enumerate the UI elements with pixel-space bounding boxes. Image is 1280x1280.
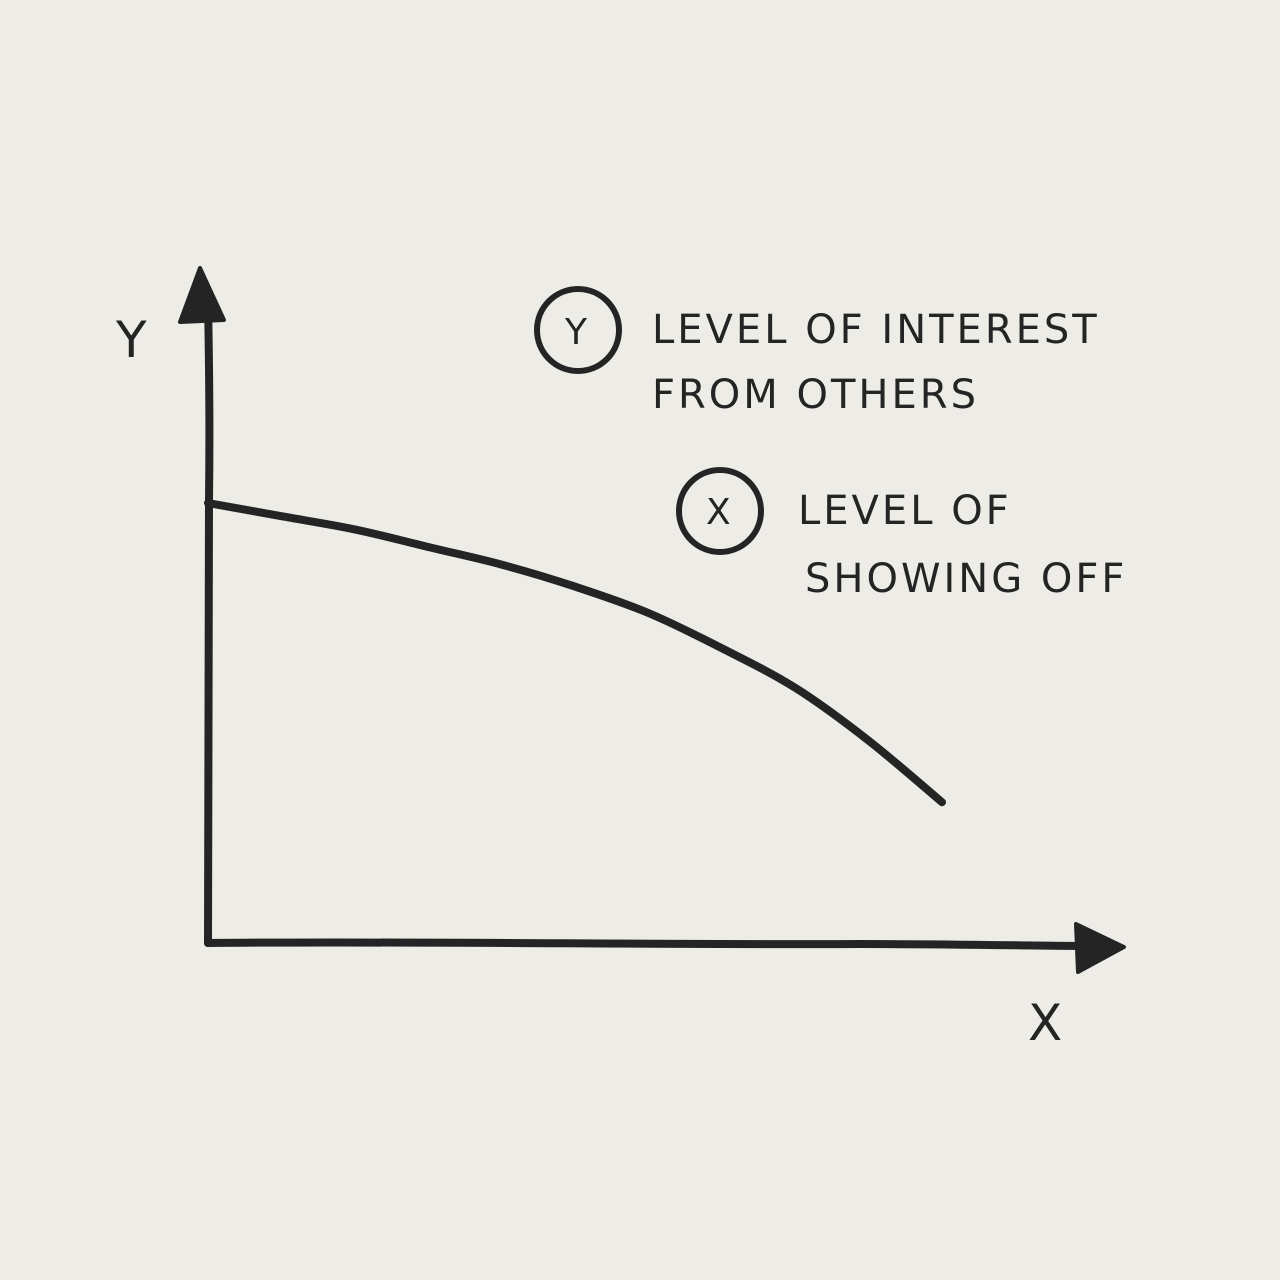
legend-text-y-line1: LEVEL OF INTEREST [652, 307, 1100, 353]
legend-circle-y-icon [534, 286, 622, 374]
series-line [204, 499, 946, 807]
legend-text-x-line1: LEVEL OF [798, 488, 1012, 534]
y-axis-label: Y [115, 311, 149, 369]
legend-text-y-line2: FROM OTHERS [652, 372, 979, 418]
legend-item-x: X LEVEL OF SHOWING OFF [676, 467, 1127, 602]
x-axis-arrow-icon [1074, 922, 1126, 974]
x-axis-label: X [1028, 994, 1064, 1052]
legend-text-x-line2: SHOWING OFF [805, 556, 1127, 602]
legend-symbol-x: X [706, 492, 733, 533]
y-axis-line [204, 296, 214, 947]
legend-circle-x-icon [676, 467, 764, 555]
legend-symbol-y: Y [564, 312, 589, 353]
x-axis-line [204, 938, 1089, 950]
y-axis-arrow-icon [178, 266, 226, 324]
legend-item-y: Y LEVEL OF INTEREST FROM OTHERS [534, 286, 1100, 418]
